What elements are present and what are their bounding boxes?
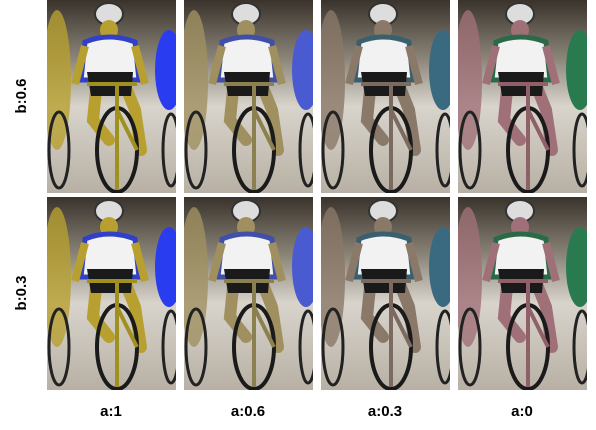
column-label: a:0 — [511, 403, 533, 420]
row-label: b:0.6 — [13, 78, 30, 113]
rider-right — [566, 227, 594, 307]
row-label: b:0.3 — [13, 275, 30, 310]
rider-right — [155, 30, 183, 110]
image-cell — [454, 0, 594, 193]
figure-grid: b:0.6 b:0.3 a:1 a:0.6 a:0.3 a:0 — [0, 0, 596, 430]
image-cell — [43, 197, 183, 390]
page: b:0.6 b:0.3 a:1 a:0.6 a:0.3 a:0 (() => {… — [0, 0, 596, 430]
image-cell — [317, 0, 457, 193]
image-cell — [454, 197, 594, 390]
image-cell — [43, 0, 183, 193]
image-cell — [180, 0, 320, 193]
image-cell — [317, 197, 457, 390]
column-label: a:1 — [100, 403, 122, 420]
rider-right — [566, 30, 594, 110]
rider-right — [155, 227, 183, 307]
rider-right — [429, 30, 457, 110]
rider-right — [292, 30, 320, 110]
column-label: a:0.6 — [231, 403, 265, 420]
column-label: a:0.3 — [368, 403, 402, 420]
rider-right — [292, 227, 320, 307]
rider-right — [429, 227, 457, 307]
image-cell — [180, 197, 320, 390]
